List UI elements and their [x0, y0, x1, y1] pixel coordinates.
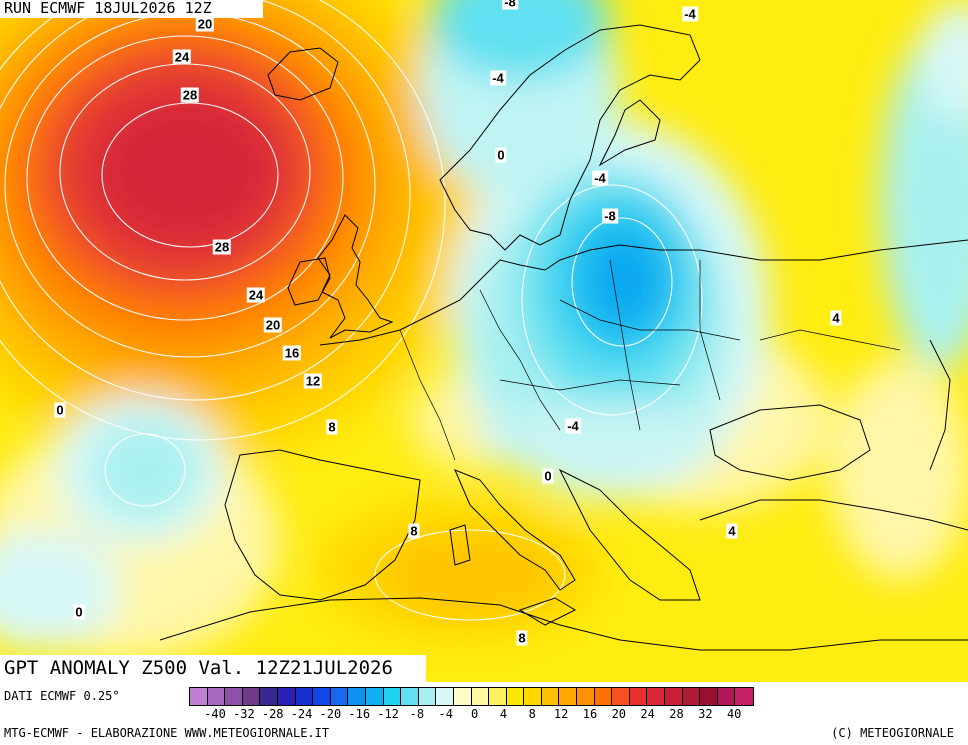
legend-swatch — [735, 688, 753, 705]
contour-label: 8 — [326, 419, 338, 435]
contour-label: 20 — [263, 317, 283, 333]
contour-label: 4 — [830, 310, 842, 326]
credit-left: MTG-ECMWF - ELABORAZIONE WWW.METEOGIORNA… — [4, 726, 330, 740]
contour-label: -4 — [565, 418, 581, 434]
legend-swatch — [348, 688, 366, 705]
legend-swatch — [242, 688, 261, 705]
legend-swatch — [207, 688, 226, 705]
coastlines — [159, 24, 968, 651]
legend-swatch — [489, 688, 507, 705]
map-canvas — [0, 0, 968, 682]
contour-label: 8 — [516, 630, 528, 646]
legend-tick-label: 32 — [698, 707, 713, 721]
legend-tick-label: 16 — [582, 707, 598, 721]
legend-tick-label: 40 — [726, 707, 742, 721]
contour-label: 0 — [495, 147, 507, 163]
legend-tick-label: -20 — [319, 707, 342, 721]
legend-swatch — [313, 688, 331, 705]
legend-tick-label: -28 — [261, 707, 284, 721]
legend-swatch — [453, 688, 472, 705]
contour-label: 12 — [303, 373, 323, 389]
contour-label: 0 — [54, 402, 66, 418]
contour-label: 28 — [212, 239, 232, 255]
legend-tick-label: 4 — [499, 707, 508, 721]
legend-swatch — [629, 688, 648, 705]
legend-swatch — [665, 688, 683, 705]
legend-tick-label: -24 — [290, 707, 313, 721]
contour-label: -4 — [682, 6, 698, 22]
contour-label: 0 — [73, 604, 85, 620]
contour-label: -4 — [592, 170, 608, 186]
legend-tick-label: -4 — [438, 707, 453, 721]
legend-tick-label: 0 — [470, 707, 479, 721]
contour-label: 4 — [726, 523, 738, 539]
contour-label: -8 — [502, 0, 518, 10]
legend-swatch — [190, 688, 208, 705]
legend-swatch — [436, 688, 454, 705]
contour-label: 28 — [180, 87, 200, 103]
legend-swatch — [225, 688, 243, 705]
legend-tick-label: 20 — [611, 707, 627, 721]
legend-swatch — [594, 688, 613, 705]
legend-tick-label: 28 — [669, 707, 684, 721]
legend-ticks: -40 -32 -28 -24 -20 -16 -12 -8 -4 0 4 8 12 16 20 24 28 32… — [189, 707, 964, 723]
footer: DATI ECMWF 0.25° -40 -32 -28 -24 -20 -16 -12 -8… — [0, 682, 968, 745]
legend-swatch — [401, 688, 419, 705]
legend-swatch — [383, 688, 402, 705]
legend-swatch — [717, 688, 736, 705]
legend-swatch — [647, 688, 666, 705]
legend-swatch — [541, 688, 560, 705]
contour-label: 24 — [172, 49, 192, 65]
contour-label: 0 — [542, 468, 554, 484]
legend-tick-label: 24 — [640, 707, 655, 721]
legend-swatch — [682, 688, 701, 705]
legend-swatch — [700, 688, 718, 705]
legend-tick-label: 8 — [528, 707, 536, 721]
contour-label: 8 — [408, 523, 420, 539]
run-label: RUN ECMWF 18JUL2026 12Z — [0, 0, 263, 18]
legend-swatch — [471, 688, 490, 705]
contour-label: -8 — [602, 208, 618, 224]
legend-swatch — [277, 688, 296, 705]
contour-label: 16 — [282, 345, 302, 361]
legend-tick-label: -40 — [204, 707, 226, 721]
legend-swatch — [418, 688, 437, 705]
legend-swatch — [577, 688, 595, 705]
legend-swatch — [260, 688, 278, 705]
legend-tick-label: -8 — [409, 707, 425, 721]
legend-swatch — [612, 688, 630, 705]
data-source-label: DATI ECMWF 0.25° — [4, 689, 120, 703]
legend-swatch — [295, 688, 314, 705]
legend-swatch — [559, 688, 578, 705]
anomaly-map: 20 24 28 28 24 20 16 12 8 0 0 -8 -4 -4 0… — [0, 0, 968, 682]
contour-label: 20 — [195, 16, 215, 32]
color-legend — [189, 687, 754, 706]
legend-swatch — [330, 688, 349, 705]
legend-swatch — [365, 688, 384, 705]
credit-right: (C) METEOGIORNALE — [831, 726, 954, 740]
legend-swatch — [506, 688, 525, 705]
map-title: GPT ANOMALY Z500 Val. 12Z21JUL2026 — [0, 655, 426, 682]
legend-tick-label: -12 — [377, 707, 399, 721]
legend-swatch — [524, 688, 542, 705]
legend-tick-label: -32 — [233, 707, 255, 721]
legend-tick-label: -16 — [348, 707, 371, 721]
contour-label: 24 — [246, 287, 266, 303]
legend-tick-label: 12 — [553, 707, 569, 721]
contour-label: -4 — [490, 70, 506, 86]
